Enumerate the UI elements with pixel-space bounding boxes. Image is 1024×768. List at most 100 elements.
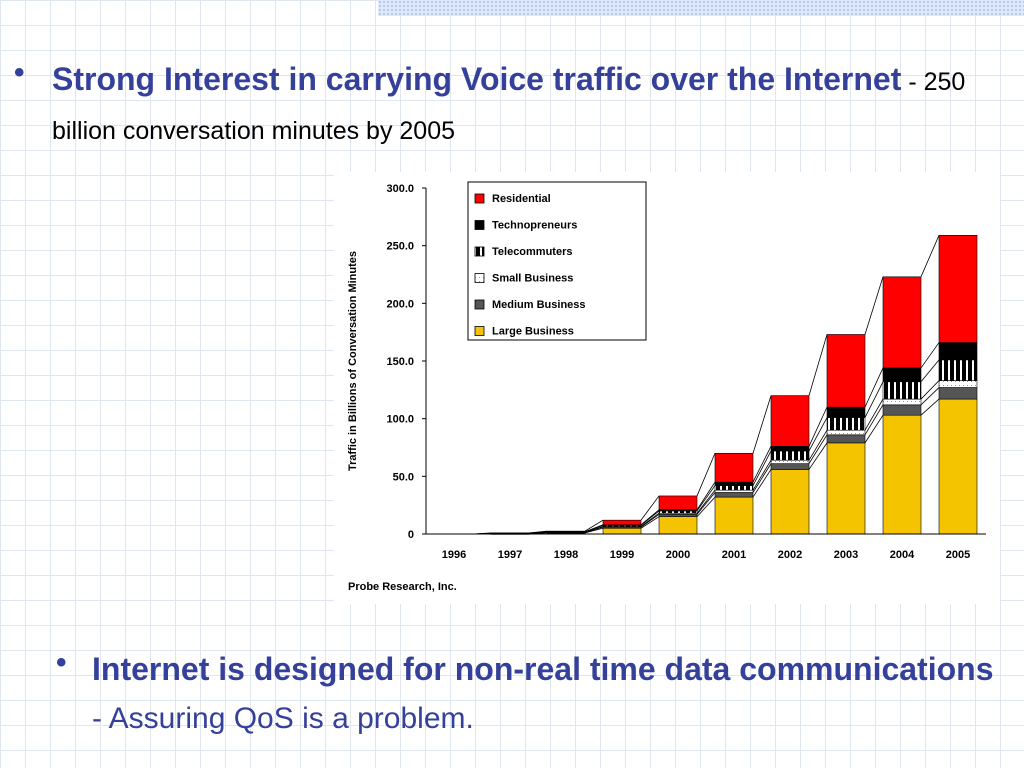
bullet-detail: - Assuring QoS is a problem. — [92, 702, 474, 735]
connector-line — [920, 235, 940, 277]
bullet-heading: Internet is designed for non-real time d… — [92, 651, 994, 687]
bar-segment-small-business — [714, 489, 754, 493]
connector-line — [752, 446, 772, 483]
x-tick-label: 2000 — [666, 549, 690, 561]
legend: Residential Technopreneurs Telecommuters Sm… — [467, 181, 647, 341]
bar-segment-telecommuters — [770, 450, 810, 461]
bar-segment-large-business — [938, 398, 978, 535]
bar-segment-small-business — [938, 380, 978, 388]
y-tick-label: 50.0 — [393, 471, 414, 483]
connector-line — [920, 342, 940, 369]
connector-line — [584, 527, 604, 534]
legend-label: Large Business — [492, 326, 574, 338]
bar-segment-telecommuters — [714, 485, 754, 491]
bar-segment-telecommuters — [826, 417, 866, 431]
connector-line — [920, 359, 940, 383]
bar-segment-residential — [546, 530, 586, 533]
bar-segment-residential — [882, 276, 922, 369]
connector-line — [864, 367, 884, 408]
bar-segment-medium-business — [882, 404, 922, 416]
x-tick-label: 1998 — [554, 549, 578, 561]
y-tick-label: 200.0 — [386, 298, 414, 310]
y-tick-label: 150.0 — [386, 356, 414, 368]
bullet-text: Internet is designed for non-real time d… — [92, 646, 1006, 742]
x-tick-label: 1997 — [498, 549, 522, 561]
bars — [490, 234, 978, 535]
y-tick-label: 300.0 — [386, 183, 414, 195]
connector-line — [920, 387, 940, 406]
bar-segment-large-business — [826, 442, 866, 535]
legend-label: Medium Business — [492, 299, 586, 311]
y-tick-label: 250.0 — [386, 241, 414, 253]
x-tick-label: 1996 — [442, 549, 466, 561]
connector-line — [864, 404, 884, 436]
connector-line — [696, 481, 716, 510]
source-note: Probe Research, Inc. — [348, 581, 457, 593]
connector-line — [584, 519, 604, 532]
legend-swatch — [474, 246, 485, 257]
connector-line — [752, 450, 772, 486]
bar-segment-technopreneurs — [826, 406, 866, 418]
axes: 300.0 250.0 200.0 150.0 100.0 50.0 0 Traffic in… — [347, 183, 986, 593]
bar-segment-large-business — [714, 496, 754, 535]
connector-line — [528, 531, 548, 534]
bar-segment-telecommuters — [882, 381, 922, 400]
connector-line — [864, 414, 884, 444]
connector-line — [808, 434, 828, 464]
bar-segment-residential — [826, 334, 866, 408]
bar-segment-medium-business — [714, 492, 754, 498]
connector-line — [528, 530, 548, 534]
connector-line — [752, 463, 772, 493]
connector-line — [864, 398, 884, 431]
stacked-bar-chart: 300.0 250.0 200.0 150.0 100.0 50.0 0 Traffic in… — [347, 181, 986, 593]
bar-segment-residential — [770, 395, 810, 447]
connector-line — [640, 516, 660, 529]
connector-line — [808, 417, 828, 452]
connector-line — [640, 510, 660, 526]
legend-label: Residential — [492, 193, 551, 205]
y-tick-label: 0 — [408, 529, 414, 541]
bar-segment-residential — [658, 495, 698, 511]
connector-line — [640, 512, 660, 527]
chart-container: 300.0 250.0 200.0 150.0 100.0 50.0 0 Traffic in… — [334, 172, 1000, 604]
x-tick-label: 1999 — [610, 549, 634, 561]
connector-line — [864, 276, 884, 335]
connector-line — [640, 514, 660, 528]
bar-segment-large-business — [658, 516, 698, 535]
connector-line — [808, 406, 828, 447]
legend-label: Small Business — [492, 273, 573, 285]
bullet-detail: - 250 billion conversation minutes by 20… — [52, 68, 966, 145]
bullet-voice-traffic: • Strong Interest in carrying Voice traf… — [14, 56, 1019, 154]
bullet-text: Strong Interest in carrying Voice traffi… — [52, 56, 1019, 154]
connector-line — [696, 489, 716, 514]
connector-line — [584, 524, 604, 533]
bar-segment-technopreneurs — [714, 481, 754, 486]
connector-line — [808, 429, 828, 461]
bar-segment-medium-business — [770, 463, 810, 470]
y-tick-label: 100.0 — [386, 414, 414, 426]
bar-segment-small-business — [826, 429, 866, 436]
bar-segment-residential — [938, 234, 978, 343]
connector-line — [808, 442, 828, 470]
bar-segment-large-business — [770, 469, 810, 535]
bar-segment-residential — [490, 532, 530, 534]
legend-swatch — [474, 326, 485, 336]
bullet-internet-design: • Internet is designed for non-real time… — [56, 646, 1006, 742]
connector-line — [640, 495, 660, 521]
connector-line — [752, 459, 772, 491]
bar-segment-medium-business — [826, 434, 866, 444]
connector-line — [864, 381, 884, 418]
y-axis-title: Traffic in Billions of Conversation Minu… — [347, 251, 359, 471]
bullet-heading: Strong Interest in carrying Voice traffi… — [52, 61, 902, 97]
bullet-marker: • — [56, 646, 67, 679]
bullet-marker: • — [14, 56, 25, 89]
bar-segment-telecommuters — [658, 510, 698, 514]
connector-line — [752, 469, 772, 498]
connector-line — [920, 398, 940, 416]
x-tick-label: 2002 — [778, 549, 802, 561]
x-tick-label: 2004 — [890, 549, 915, 561]
legend-swatch — [474, 299, 485, 310]
bar-segment-large-business — [602, 527, 642, 535]
connector-line — [696, 492, 716, 515]
legend-box — [467, 181, 647, 341]
